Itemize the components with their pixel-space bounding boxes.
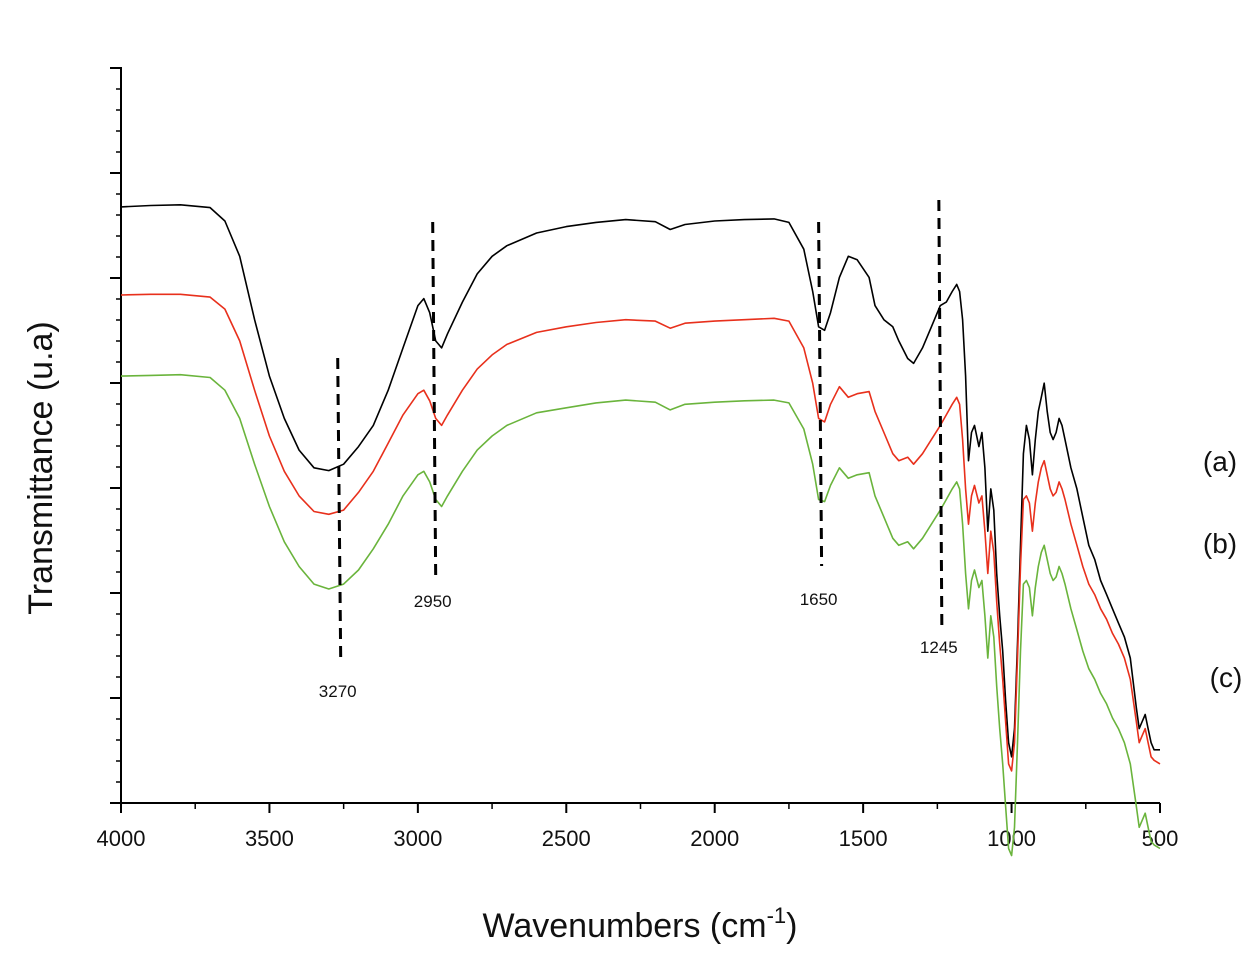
x-axis-title-main: Wavenumbers (cm [483,907,767,945]
peak-marker-line [817,221,824,567]
peak-label: 1245 [920,638,958,657]
x-axis-title: Wavenumbers (cm-1) [483,903,798,945]
x-tick-label: 1500 [839,826,888,851]
series-line-b [120,293,1161,772]
series-line-a [120,204,1160,758]
x-axis-title-close: ) [786,907,797,945]
series-group [120,204,1161,857]
series-label-b: (b) [1203,528,1237,559]
peak-label: 1650 [800,590,838,609]
peak-label: 3270 [319,682,357,701]
y-axis-title: Transmittance (u.a) [22,321,60,615]
series-label-a: (a) [1203,446,1237,477]
x-tick-label: 3000 [393,826,442,851]
peak-marker-line [336,357,343,661]
peak-marker-line [937,199,944,626]
series-labels-group: (a) (b) (c) [1203,446,1242,693]
x-tick-label: 1000 [987,826,1036,851]
x-tick-label: 500 [1142,826,1179,851]
series-line-c [120,373,1161,857]
x-tick-label: 4000 [97,826,146,851]
series-label-c: (c) [1210,662,1243,693]
peak-marker-line [431,221,438,579]
x-tick-label: 2500 [542,826,591,851]
x-tick-label: 2000 [690,826,739,851]
annotations-group: 3270 2950 1650 1245 [319,199,958,701]
x-tick-label: 3500 [245,826,294,851]
axes: 4000 3500 3000 2500 2000 1500 1000 500 [97,67,1179,851]
x-axis-title-sup: -1 [767,903,787,928]
peak-label: 2950 [414,592,452,611]
